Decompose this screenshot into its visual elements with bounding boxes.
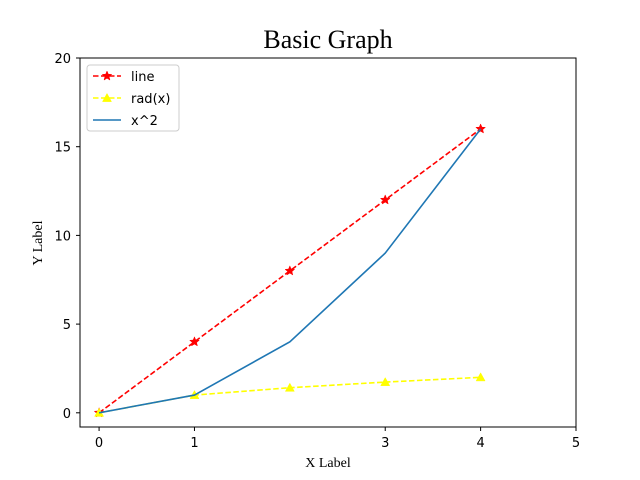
x-axis-label: X Label — [305, 456, 351, 471]
series-x-2 — [98, 128, 482, 414]
legend-marker — [102, 92, 112, 102]
plot-area: 0 1 3 4 5 0 5 10 15 20 line rad(x) x^2 — [54, 52, 580, 451]
series-line — [98, 128, 482, 414]
y-tick-label: 20 — [54, 52, 71, 67]
x-tick-label: 4 — [476, 436, 484, 451]
data-point — [379, 194, 391, 205]
legend-label: x^2 — [131, 114, 158, 129]
y-tick-label: 0 — [63, 407, 71, 422]
axes-frame — [79, 57, 577, 428]
x-tick-label: 0 — [95, 436, 103, 451]
legend-label: line — [131, 70, 154, 85]
y-tick-label: 15 — [54, 141, 71, 156]
data-point — [475, 123, 486, 134]
data-point — [189, 336, 200, 347]
data-point — [284, 382, 295, 392]
data-point — [380, 377, 391, 386]
legend-box — [86, 64, 180, 132]
data-point — [284, 265, 296, 276]
legend-label: rad(x) — [131, 92, 170, 107]
x-tick-label: 5 — [572, 436, 580, 451]
legend-marker — [101, 70, 113, 81]
y-tick-label: 5 — [63, 318, 71, 333]
legend: line rad(x) x^2 — [86, 64, 180, 132]
x-tick-label: 1 — [190, 436, 198, 451]
y-tick-label: 10 — [54, 229, 71, 244]
chart-title: Basic Graph — [263, 25, 392, 54]
data-point — [475, 372, 486, 382]
y-axis-label: Y Label — [31, 220, 46, 265]
x-tick-label: 3 — [381, 436, 389, 451]
series-line — [98, 128, 482, 414]
